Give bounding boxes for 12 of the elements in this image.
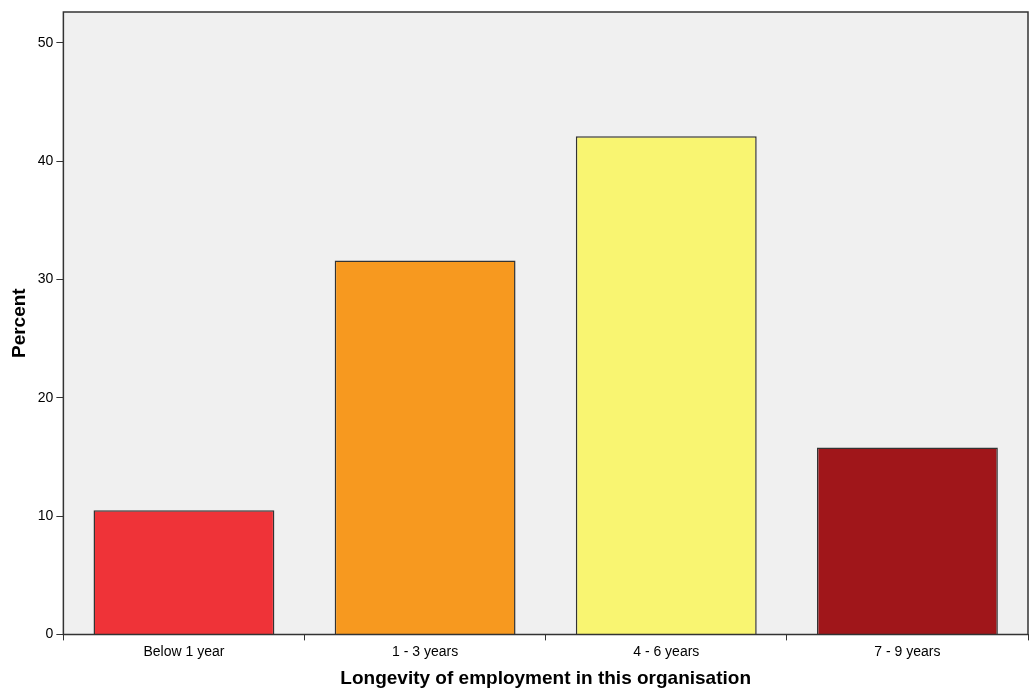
y-tick-label: 0 <box>45 625 54 642</box>
x-axis-title: Longevity of employment in this organisation <box>340 666 752 688</box>
y-tick-label: 50 <box>37 33 54 50</box>
y-axis-title: Percent <box>7 287 29 359</box>
x-tick-label: 7 - 9 years <box>874 642 941 659</box>
x-tick-label: 1 - 3 years <box>392 642 459 659</box>
y-tick-label: 20 <box>37 388 54 405</box>
x-tick-label: 4 - 6 years <box>633 642 700 659</box>
y-tick-label: 30 <box>37 270 54 287</box>
y-tick-label: 40 <box>37 151 54 168</box>
x-tick-label: Below 1 year <box>143 642 225 659</box>
y-tick-label: 10 <box>37 506 54 523</box>
